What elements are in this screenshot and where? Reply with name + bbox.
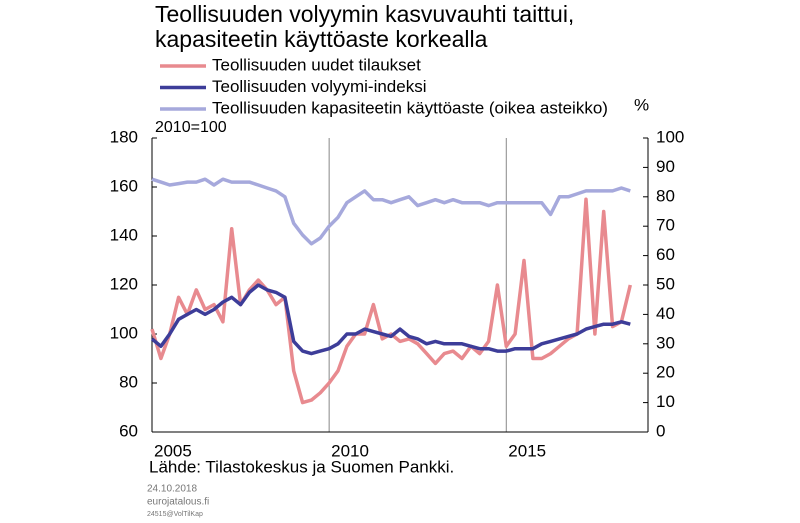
y2-label: % [634,95,649,114]
legend-label: Teollisuuden uudet tilaukset [212,55,421,74]
y-tick-label: 60 [119,421,138,440]
y-tick-label: 80 [119,372,138,391]
series-line [150,197,633,405]
chart-title: Teollisuuden volyymin kasvuvauhti taittu… [155,1,574,27]
y-tick-label: 120 [110,274,138,293]
x-tick-label: 2010 [331,441,369,460]
y2-tick-label: 10 [656,392,675,411]
y2-tick-label: 40 [656,304,675,323]
legend-label: Teollisuuden kapasiteetin käyttöaste (oi… [212,98,608,117]
x-tick-label: 2015 [508,441,546,460]
legend-label: Teollisuuden volyymi-indeksi [212,77,426,96]
chart-title: kapasiteetin käyttöaste korkealla [155,26,488,52]
y2-tick-label: 30 [656,333,675,352]
y-tick-label: 100 [110,323,138,342]
y2-tick-label: 20 [656,363,675,382]
y2-tick-label: 60 [656,245,675,264]
y2-tick-label: 80 [656,186,675,205]
y2-tick-label: 100 [656,127,684,146]
y2-tick-label: 70 [656,216,675,235]
y2-tick-label: 50 [656,274,675,293]
y2-tick-label: 0 [656,421,665,440]
x-tick-label: 2005 [154,441,192,460]
footer: 24515@VolTilKap [147,511,203,518]
footer: eurojatalous.fi [147,497,209,508]
y-note: 2010=100 [155,119,227,136]
y-tick-label: 180 [110,127,138,146]
series-line [150,283,631,356]
y2-tick-label: 90 [656,157,675,176]
y-tick-label: 160 [110,176,138,195]
footer: 24.10.2018 [147,484,197,495]
y-tick-label: 140 [110,225,138,244]
source: Lähde: Tilastokeskus ja Suomen Pankki. [149,457,454,476]
series-line [151,177,631,246]
